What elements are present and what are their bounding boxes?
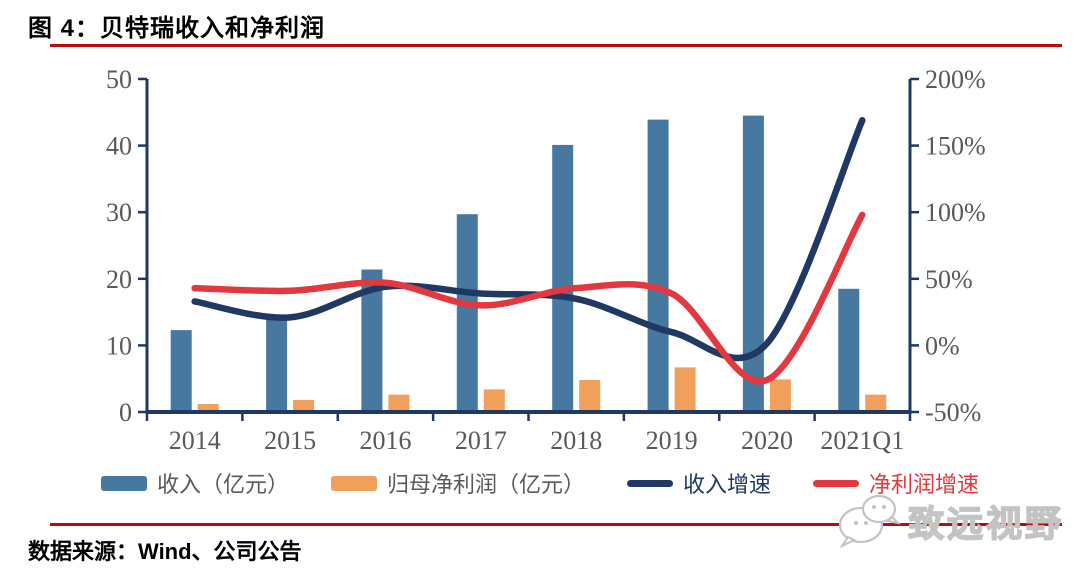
right-tick-label: 0%	[925, 331, 960, 360]
right-tick-label: 100%	[925, 198, 986, 227]
revenue-bar-swatch	[100, 475, 147, 491]
x-tick-label: 2017	[455, 426, 507, 455]
bar-收入（亿元）-2016	[361, 269, 383, 412]
left-tick-label: 20	[106, 265, 132, 294]
right-tick-label: 200%	[925, 65, 986, 94]
bar-归母净利润（亿元）-2020	[769, 379, 791, 412]
right-tick-label: 50%	[925, 265, 973, 294]
legend-item-net-profit: 归母净利润（亿元）	[330, 467, 585, 499]
bar-收入（亿元）-2017	[456, 214, 478, 412]
legend-label-net-profit-growth: 净利润增速	[869, 472, 980, 497]
bar-收入（亿元）-2020	[742, 115, 764, 412]
x-tick-label: 2016	[359, 426, 411, 455]
legend-item-net-profit-growth: 净利润增速	[813, 467, 979, 499]
legend-label-revenue-growth: 收入增速	[683, 472, 772, 497]
bar-收入（亿元）-2019	[647, 119, 669, 412]
brand-watermark-text: 致远视野	[907, 503, 1064, 545]
x-tick-label: 2020	[741, 426, 793, 455]
x-tick-label: 2018	[550, 426, 602, 455]
bar-归母净利润（亿元）-2018	[579, 380, 601, 412]
legend-item-revenue: 收入（亿元）	[100, 467, 289, 499]
legend-label-net-profit: 归母净利润（亿元）	[386, 472, 585, 497]
legend-item-revenue-growth: 收入增速	[627, 467, 771, 499]
footer-rule	[50, 523, 1062, 526]
right-tick-label: 150%	[925, 132, 986, 161]
x-tick-label: 2015	[264, 426, 316, 455]
bar-归母净利润（亿元）-2014	[197, 404, 219, 412]
bar-收入（亿元）-2015	[266, 315, 288, 412]
figure-title: 图 4：贝特瑞收入和净利润	[28, 15, 326, 42]
net-profit-bar-swatch	[330, 475, 377, 491]
revenue-growth-line-swatch	[627, 479, 673, 487]
chart-legend: 收入（亿元） 归母净利润（亿元） 收入增速 净利润增速	[0, 467, 1080, 499]
wechat-chat-bubbles-icon	[838, 494, 902, 549]
data-source-note: 数据来源：Wind、公司公告	[28, 539, 302, 564]
x-tick-label: 2014	[169, 426, 221, 455]
bar-收入（亿元）-2014	[170, 330, 192, 412]
title-underline-rule	[50, 44, 1062, 47]
net-profit-growth-line-swatch	[813, 479, 860, 487]
left-tick-label: 10	[106, 331, 132, 360]
left-tick-label: 0	[119, 398, 132, 427]
line-收入增速	[191, 117, 866, 362]
bar-归母净利润（亿元）-2015	[293, 400, 315, 412]
legend-label-revenue: 收入（亿元）	[156, 472, 289, 497]
right-tick-label: -50%	[925, 398, 981, 427]
bar-归母净利润（亿元）-2019	[674, 367, 696, 412]
bar-归母净利润（亿元）-2017	[483, 389, 505, 412]
line-净利润增速	[191, 211, 866, 385]
left-tick-label: 40	[106, 132, 132, 161]
left-tick-label: 50	[106, 65, 132, 94]
x-tick-label: 2019	[646, 426, 698, 455]
x-tick-label: 2021Q1	[820, 426, 904, 455]
brand-watermark: 致远视野	[834, 492, 1064, 550]
left-tick-label: 30	[106, 198, 132, 227]
bar-收入（亿元）-2021Q1	[838, 288, 860, 412]
bar-收入（亿元）-2018	[552, 144, 574, 412]
bar-归母净利润（亿元）-2016	[388, 394, 410, 412]
bar-归母净利润（亿元）-2021Q1	[865, 394, 887, 412]
